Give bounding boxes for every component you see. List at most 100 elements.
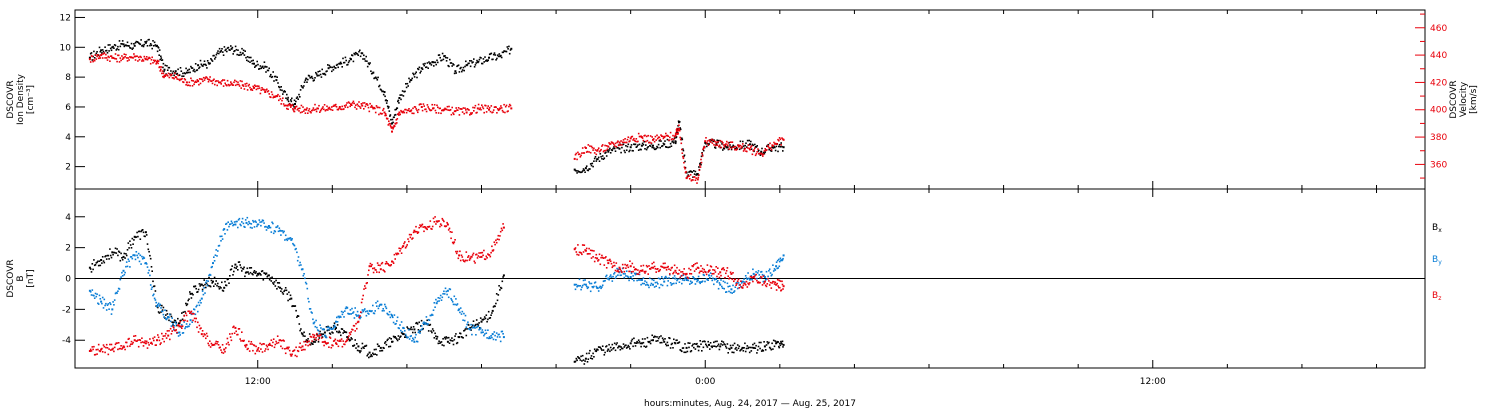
data-sample	[123, 346, 126, 348]
data-sample	[168, 319, 170, 322]
data-sample	[701, 280, 704, 282]
data-sample	[594, 149, 597, 151]
data-sample	[672, 347, 674, 349]
data-sample	[657, 337, 660, 340]
data-sample	[369, 102, 371, 105]
data-sample	[353, 102, 355, 105]
data-point	[316, 74, 319, 77]
data-sample	[250, 60, 253, 62]
data-sample	[101, 52, 103, 54]
data-sample	[288, 103, 291, 105]
data-sample	[292, 243, 295, 246]
data-sample	[221, 235, 223, 238]
data-sample	[577, 285, 580, 287]
data-sample	[748, 282, 751, 284]
data-sample	[694, 179, 697, 181]
data-sample	[689, 342, 691, 344]
data-sample	[283, 90, 286, 92]
data-sample	[152, 280, 154, 283]
data-sample	[701, 350, 703, 352]
data-sample	[752, 343, 754, 346]
data-sample	[363, 58, 366, 60]
data-point	[607, 348, 610, 351]
data-sample	[117, 54, 119, 57]
data-sample	[152, 62, 154, 64]
data-sample	[222, 51, 224, 53]
data-sample	[722, 341, 725, 343]
data-sample	[619, 144, 622, 146]
data-sample	[242, 85, 245, 87]
data-sample	[743, 148, 746, 151]
data-sample	[369, 62, 371, 64]
data-sample	[493, 52, 496, 54]
data-sample	[616, 141, 618, 144]
data-sample	[671, 283, 673, 285]
data-sample	[145, 340, 148, 343]
data-sample	[594, 281, 597, 283]
data-sample	[457, 64, 460, 66]
data-sample	[178, 74, 181, 76]
data-sample	[443, 344, 445, 347]
data-sample	[412, 326, 415, 328]
data-sample	[248, 220, 250, 223]
data-sample	[498, 53, 501, 55]
data-point	[335, 320, 337, 323]
data-sample	[170, 315, 173, 318]
data-sample	[781, 343, 783, 345]
data-sample	[354, 330, 356, 332]
data-sample	[681, 271, 684, 273]
data-sample	[659, 138, 661, 141]
data-sample	[595, 160, 598, 162]
data-sample	[220, 50, 222, 52]
data-sample	[609, 152, 612, 154]
data-sample	[318, 74, 320, 77]
data-sample	[585, 352, 588, 355]
data-sample	[746, 139, 749, 142]
data-sample	[658, 286, 661, 289]
data-sample	[760, 271, 762, 273]
data-sample	[338, 316, 340, 319]
data-sample	[105, 343, 108, 346]
data-sample	[222, 352, 225, 354]
data-sample	[488, 336, 491, 338]
data-sample	[216, 52, 218, 54]
data-point	[663, 143, 666, 146]
data-sample	[507, 110, 509, 112]
data-sample	[149, 44, 151, 47]
data-sample	[101, 347, 103, 350]
data-sample	[109, 303, 112, 306]
data-sample	[281, 347, 284, 350]
data-sample	[351, 102, 354, 104]
data-sample	[373, 77, 375, 80]
data-sample	[247, 271, 249, 273]
data-sample	[779, 344, 782, 347]
data-sample	[102, 50, 105, 53]
data-sample	[461, 70, 463, 73]
data-sample	[597, 147, 600, 149]
data-sample	[173, 321, 175, 324]
data-sample	[202, 293, 205, 296]
data-sample	[671, 342, 673, 345]
data-sample	[213, 256, 215, 258]
data-sample	[419, 224, 421, 226]
data-sample	[437, 297, 440, 299]
data-sample	[645, 140, 647, 143]
data-sample	[328, 336, 331, 338]
data-sample	[93, 297, 96, 299]
data-sample	[385, 343, 388, 346]
data-sample	[262, 67, 265, 69]
data-sample	[198, 324, 201, 327]
data-sample	[589, 357, 592, 359]
data-sample	[175, 76, 178, 79]
data-sample	[465, 109, 467, 111]
data-sample	[404, 334, 407, 337]
data-sample	[737, 347, 740, 350]
data-sample	[388, 311, 391, 313]
data-sample	[775, 289, 778, 291]
data-sample	[109, 44, 111, 46]
data-sample	[386, 117, 389, 120]
data-sample	[308, 300, 310, 303]
data-sample	[315, 73, 318, 75]
data-sample	[401, 90, 404, 92]
data-sample	[670, 267, 673, 269]
